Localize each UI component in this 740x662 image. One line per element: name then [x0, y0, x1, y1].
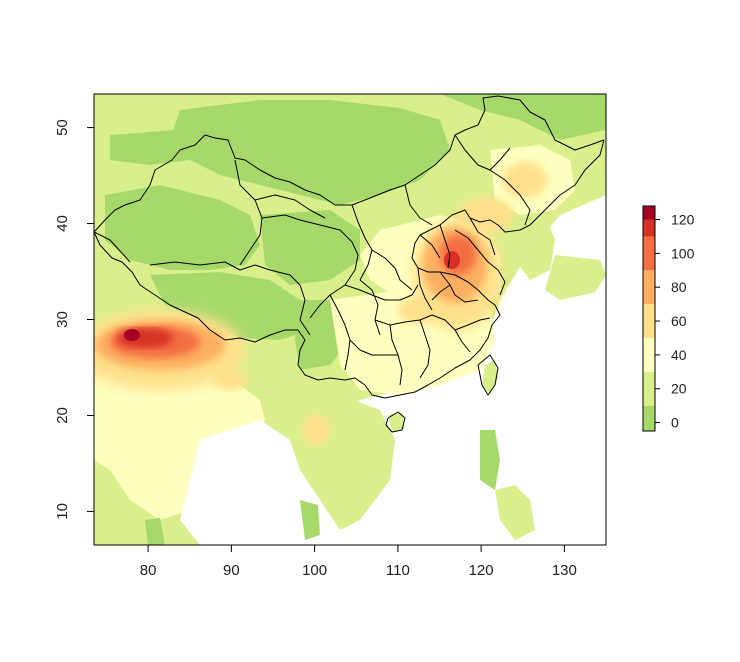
x-tick-label: 90 [223, 562, 240, 579]
y-tick-label: 30 [54, 311, 71, 328]
colorbar-tick-label: 0 [671, 415, 679, 431]
colorbar-swatch [643, 371, 655, 406]
x-axis: 80 90 100 110 120 130 [140, 545, 577, 579]
colorbar-tick-label: 20 [671, 381, 687, 397]
colorbar-swatch [643, 236, 655, 271]
colorbar-swatch [643, 206, 655, 220]
y-tick-label: 40 [54, 215, 71, 232]
colorbar-tick-label: 100 [671, 245, 695, 261]
x-tick-label: 110 [386, 562, 410, 579]
colorbar-swatch [643, 405, 655, 431]
colorbar-tick-label: 120 [671, 212, 695, 228]
colorbar-tick-label: 60 [671, 313, 687, 329]
colorbar-swatch [643, 270, 655, 305]
colorbar-legend: 0 20 40 60 80 100 120 [642, 205, 695, 432]
colorbar-swatch [643, 337, 655, 372]
colorbar-frame [642, 205, 656, 432]
colorbar-swatch [643, 304, 655, 338]
field-hotspots [94, 162, 547, 446]
x-tick-label: 100 [302, 562, 327, 579]
province-borders [94, 95, 605, 433]
y-tick-label: 20 [54, 407, 71, 424]
x-tick-label: 80 [140, 562, 157, 579]
map-plot-area [94, 94, 606, 545]
colorbar-tick-label: 40 [671, 347, 687, 363]
y-tick-label: 50 [54, 119, 71, 136]
x-tick-label: 120 [469, 562, 494, 579]
x-tick-label: 130 [552, 562, 577, 579]
y-tick-label: 10 [54, 503, 71, 520]
colorbar-tick-label: 80 [671, 279, 687, 295]
colorbar-swatch [643, 219, 655, 237]
y-axis: 10 20 30 40 50 [54, 119, 94, 520]
